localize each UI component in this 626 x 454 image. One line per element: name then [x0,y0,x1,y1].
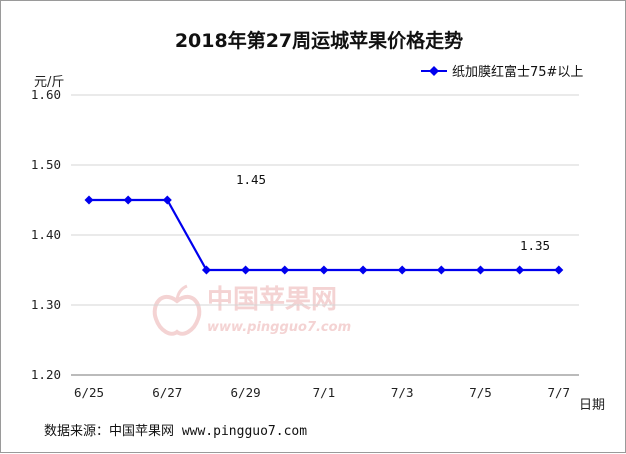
data-source: 数据来源：中国苹果网 www.pingguo7.com [44,424,307,439]
data-point [554,265,564,275]
x-tick-label: 6/25 [74,385,104,400]
watermark-name: 中国苹果网 [207,285,337,315]
y-tick-label: 1.60 [31,87,61,102]
data-point [358,265,368,275]
x-tick-label: 7/3 [391,385,414,400]
y-tick-label: 1.20 [31,367,61,382]
data-point [201,265,211,275]
y-ticks: 1.60 1.50 1.40 1.30 1.20 [31,87,61,382]
data-point [123,195,133,205]
y-tick-label: 1.30 [31,297,61,312]
grid [71,94,579,306]
data-point [436,265,446,275]
legend-marker [429,66,439,76]
data-label: 1.35 [520,238,550,253]
data-label: 1.45 [236,172,266,187]
x-tick-label: 7/1 [313,385,336,400]
data-point [84,195,94,205]
x-tick-label: 7/7 [548,385,571,400]
x-tick-label: 6/29 [231,385,261,400]
y-tick-label: 1.40 [31,227,61,242]
data-point [476,265,485,275]
watermark-url: www.pingguo7.com [207,320,351,335]
y-axis-unit: 元/斤 [34,75,64,90]
watermark: 中国苹果网 www.pingguo7.com [152,284,351,336]
series-group [84,195,564,275]
data-point [515,265,525,275]
legend-label: 纸加膜红富士75#以上 [452,64,583,80]
x-ticks: 6/25 6/27 6/29 7/1 7/3 7/5 7/7 [74,385,570,400]
data-point [397,265,407,275]
data-point [280,265,290,275]
apple-logo-icon [152,284,202,336]
chart-title: 2018年第27周运城苹果价格走势 [175,29,463,52]
data-labels: 1.45 1.35 [236,172,550,253]
legend: 纸加膜红富士75#以上 [421,64,583,80]
x-tick-label: 6/27 [152,385,182,400]
data-point [241,265,251,275]
y-tick-label: 1.50 [31,157,61,172]
data-point [319,265,329,275]
x-tick-label: 7/5 [469,385,492,400]
x-axis-label: 日期 [579,398,605,413]
data-point [162,195,172,205]
